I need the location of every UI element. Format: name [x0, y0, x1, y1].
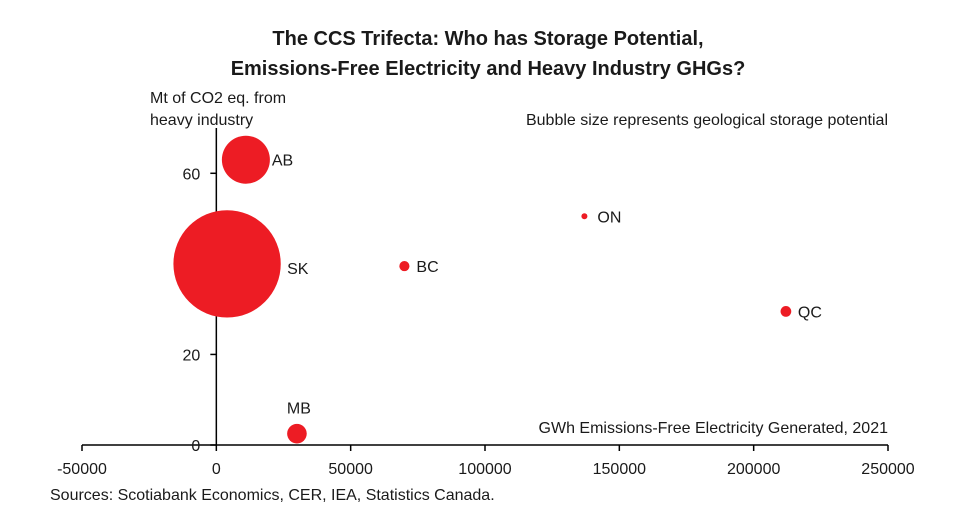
y-tick-label: 60	[183, 166, 201, 183]
x-tick-label: 150000	[593, 461, 646, 478]
bubble-label-ab: AB	[272, 153, 293, 170]
x-axis-label: GWh Emissions-Free Electricity Generated…	[538, 420, 888, 437]
x-tick-label: 250000	[861, 461, 914, 478]
bubble-label-mb: MB	[287, 401, 311, 418]
chart-title-line-2: Emissions-Free Electricity and Heavy Ind…	[230, 58, 746, 80]
x-tick-label: 50000	[328, 461, 373, 478]
bubble-label-sk: SK	[287, 261, 309, 278]
bubble-sk	[173, 210, 281, 318]
y-axis-label-line-2: heavy industry	[150, 112, 254, 129]
bubble-label-on: ON	[597, 209, 621, 226]
bubble-on	[581, 213, 588, 220]
x-tick-label: 100000	[458, 461, 511, 478]
bubble-bc	[399, 261, 410, 272]
y-tick-label: 20	[183, 347, 201, 364]
y-tick-label: 0	[191, 438, 200, 455]
bubble-mb	[287, 423, 307, 444]
chart-title-line-1: The CCS Trifecta: Who has Storage Potent…	[272, 28, 704, 50]
bubble-qc	[780, 306, 792, 317]
y-axis-label-line-1: Mt of CO2 eq. from	[150, 90, 287, 107]
x-tick-label: 200000	[727, 461, 780, 478]
chart-title: The CCS Trifecta: Who has Storage Potent…	[0, 24, 976, 84]
bubble-size-note: Bubble size represents geological storag…	[525, 112, 888, 129]
bubble-label-qc: QC	[798, 304, 822, 321]
bubble-label-bc: BC	[416, 259, 438, 276]
x-tick-label: 0	[212, 461, 221, 478]
bubble-ab	[221, 135, 270, 184]
sources-note: Sources: Scotiabank Economics, CER, IEA,…	[50, 487, 495, 504]
x-tick-label: -50000	[57, 461, 107, 478]
y-axis-label: Mt of CO2 eq. from heavy industry	[150, 88, 286, 132]
